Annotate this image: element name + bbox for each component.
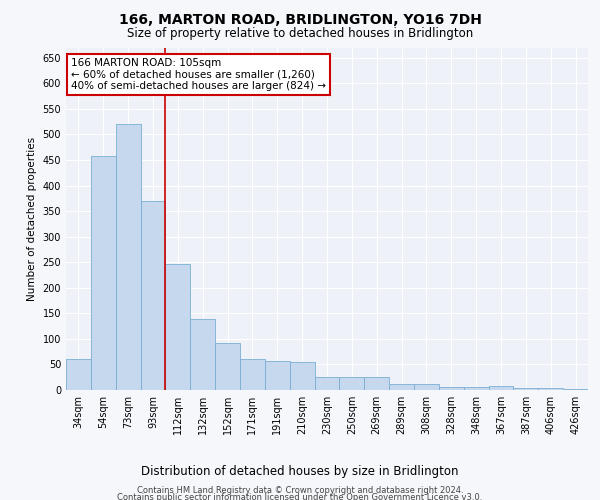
Bar <box>290 362 314 390</box>
Bar <box>91 156 116 390</box>
Bar <box>314 377 340 390</box>
Text: 166 MARTON ROAD: 105sqm
← 60% of detached houses are smaller (1,260)
40% of semi: 166 MARTON ROAD: 105sqm ← 60% of detache… <box>71 58 326 91</box>
Bar <box>265 361 290 390</box>
Bar <box>414 384 439 390</box>
Bar <box>439 387 464 390</box>
Bar <box>464 387 488 390</box>
Text: Size of property relative to detached houses in Bridlington: Size of property relative to detached ho… <box>127 28 473 40</box>
Bar <box>140 201 166 390</box>
Text: Distribution of detached houses by size in Bridlington: Distribution of detached houses by size … <box>141 465 459 478</box>
Bar <box>215 343 240 390</box>
Bar <box>66 360 91 390</box>
Bar <box>563 389 588 390</box>
Bar <box>166 264 190 390</box>
Bar <box>116 124 140 390</box>
Text: 166, MARTON ROAD, BRIDLINGTON, YO16 7DH: 166, MARTON ROAD, BRIDLINGTON, YO16 7DH <box>119 12 481 26</box>
Bar <box>240 360 265 390</box>
Bar <box>364 377 389 390</box>
Bar <box>538 388 563 390</box>
Bar <box>514 388 538 390</box>
Bar <box>389 384 414 390</box>
Text: Contains HM Land Registry data © Crown copyright and database right 2024.: Contains HM Land Registry data © Crown c… <box>137 486 463 495</box>
Bar <box>340 377 364 390</box>
Bar <box>190 320 215 390</box>
Text: Contains public sector information licensed under the Open Government Licence v3: Contains public sector information licen… <box>118 494 482 500</box>
Bar <box>488 386 514 390</box>
Y-axis label: Number of detached properties: Number of detached properties <box>27 136 37 301</box>
